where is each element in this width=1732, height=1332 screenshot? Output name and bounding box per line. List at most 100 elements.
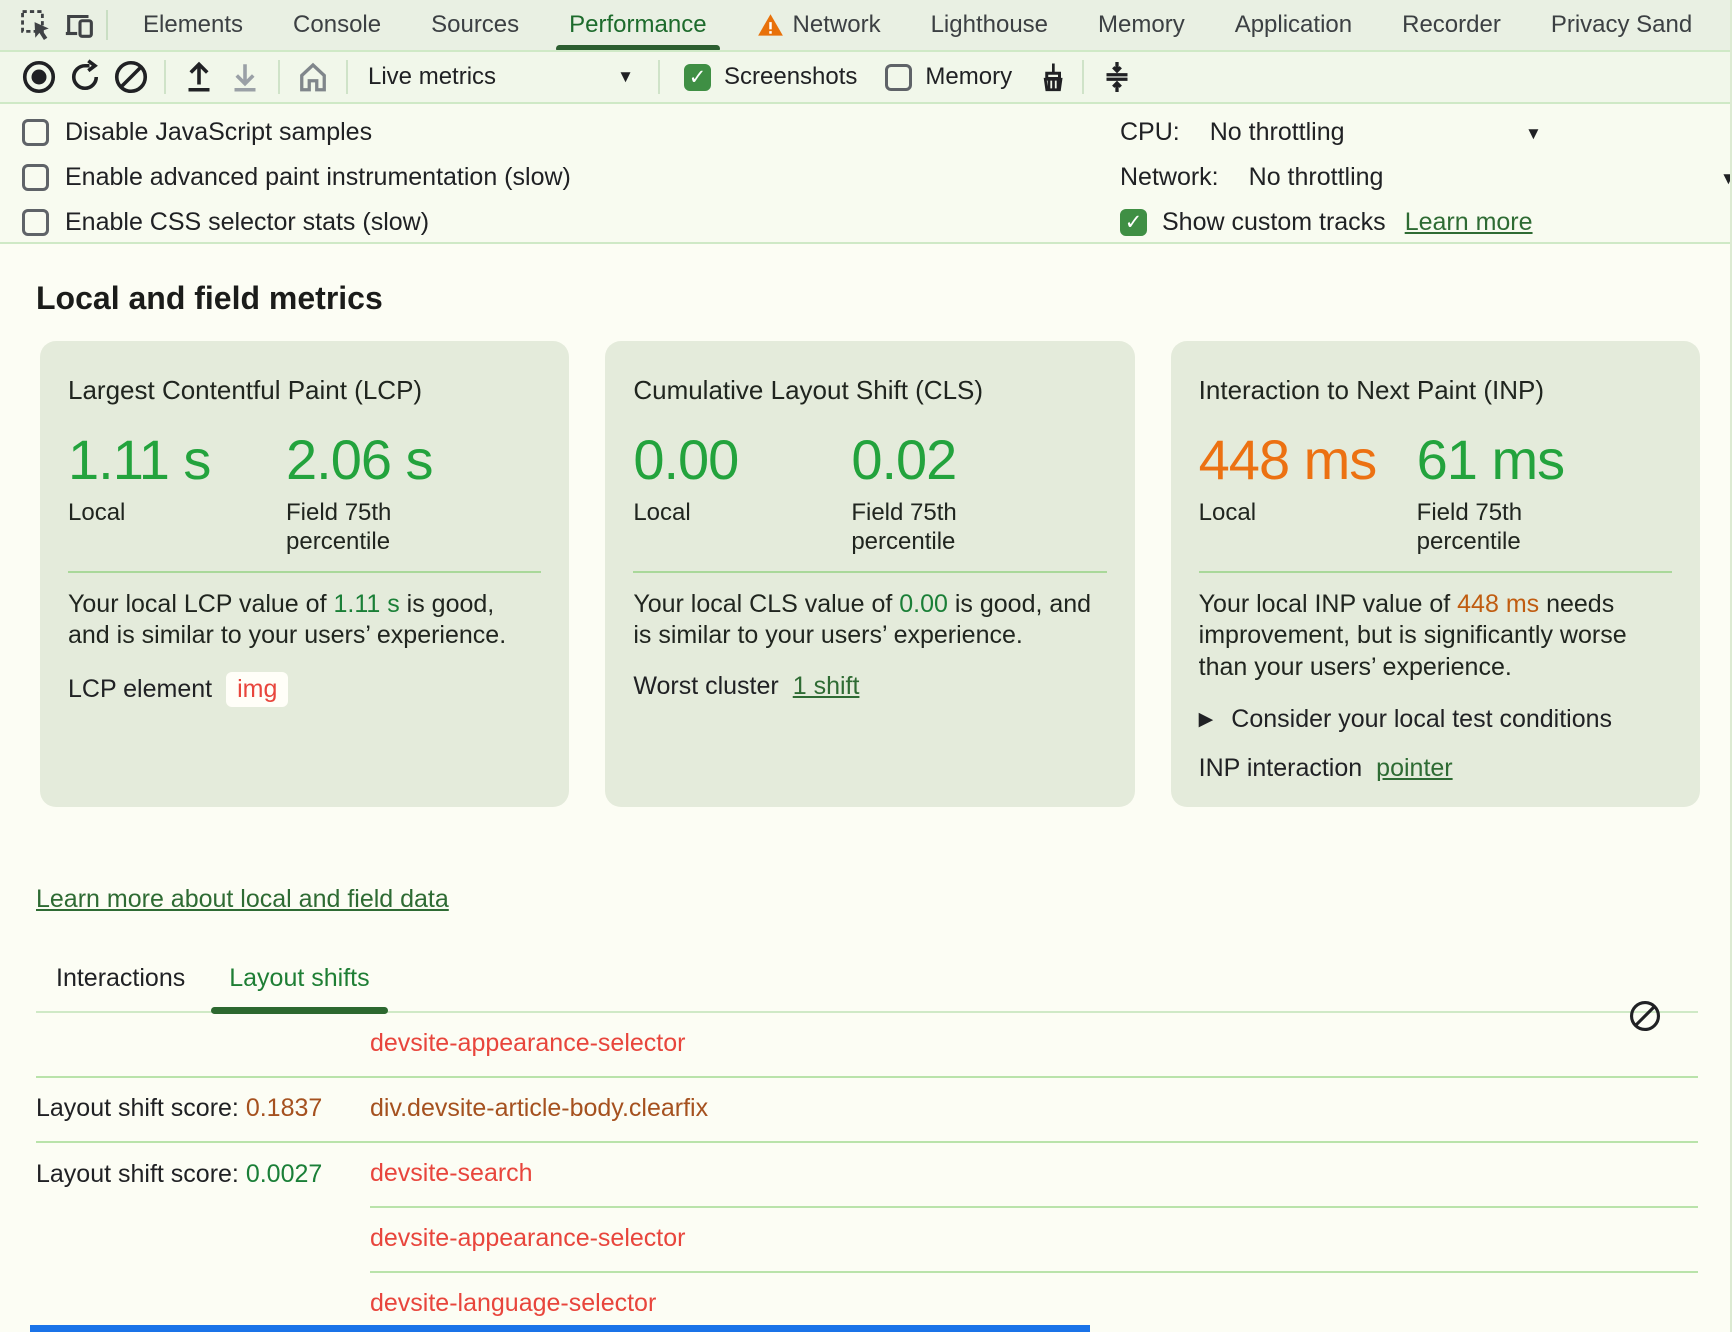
field-data-learn-more-link[interactable]: Learn more about local and field data [36, 885, 449, 914]
layout-shift-row: Layout shift score: 0.0027 devsite-searc… [36, 1143, 1698, 1209]
lcp-field-label: Field 75th percentile [286, 499, 392, 556]
cls-worst-cluster-label: Worst cluster [633, 671, 779, 700]
active-tab-underline [556, 45, 720, 50]
reload-icon [71, 59, 99, 91]
screenshots-checkbox[interactable]: ✓ [684, 63, 711, 91]
shift-element-link[interactable]: devsite-appearance-selector [370, 1224, 686, 1253]
load-profile-button[interactable] [176, 55, 222, 99]
disable-js-samples-row[interactable]: Disable JavaScript samples [0, 110, 1730, 155]
row-element-cell: devsite-search [370, 1143, 1698, 1209]
cls-field-block: 0.02 Field 75th percentile [851, 432, 1069, 557]
row-score-cell: Layout shift score: 0.0027 [36, 1160, 370, 1189]
record-and-reload-button[interactable] [62, 55, 108, 99]
row-element-cell: devsite-appearance-selector [370, 1208, 1698, 1274]
layout-shift-rows: devsite-appearance-selector Layout shift… [36, 1013, 1698, 1332]
network-label: Network: [1120, 163, 1219, 191]
panel-mode-value: Live metrics [368, 63, 497, 90]
clear-icon [114, 60, 148, 94]
shift-element-link[interactable]: devsite-language-selector [370, 1289, 657, 1318]
home-icon [300, 62, 326, 92]
toolbar-separator [1082, 60, 1085, 94]
css-selector-stats-checkbox[interactable] [22, 209, 49, 236]
devtools-tabbar: Elements Console Sources Performance Net… [0, 0, 1730, 52]
memory-checkbox[interactable] [885, 63, 913, 91]
disclosure-triangle-icon: ▶ [1198, 709, 1214, 731]
show-custom-tracks-checkbox[interactable]: ✓ [1120, 209, 1147, 236]
inp-disclosure-label: Consider your local test conditions [1231, 705, 1613, 734]
record-button[interactable] [16, 55, 62, 99]
tab-application[interactable]: Application [1210, 0, 1377, 50]
inp-interaction-link[interactable]: pointer [1376, 754, 1453, 783]
layout-shift-row: devsite-language-selector [36, 1273, 1698, 1332]
upload-icon [188, 61, 210, 92]
performance-toolbar: Live metrics ▼ ✓ Screenshots Memory [0, 52, 1730, 104]
lcp-description: Your local LCP value of 1.11 s is good, … [68, 589, 541, 652]
tab-network[interactable]: Network [732, 0, 906, 50]
cls-card: Cumulative Layout Shift (CLS) 0.00 Local… [605, 341, 1135, 808]
device-toolbar-button[interactable] [58, 5, 102, 45]
tab-performance[interactable]: Performance [544, 0, 731, 50]
lcp-element-chip[interactable]: img [226, 671, 289, 707]
cls-desc-suffix: is good, and is similar to your users’ e… [633, 589, 1092, 650]
cpu-label: CPU: [1120, 118, 1180, 146]
tab-label: Privacy Sand [1550, 11, 1693, 38]
advanced-paint-row[interactable]: Enable advanced paint instrumentation (s… [0, 155, 1730, 200]
chevron-down-icon[interactable]: ▼ [1525, 124, 1542, 143]
card-divider [1198, 570, 1672, 573]
inspect-element-button[interactable] [14, 5, 58, 45]
memory-checkbox-row[interactable]: Memory [885, 63, 1012, 91]
cls-desc-prefix: Your local CLS value of [633, 589, 900, 618]
row-element-cell: devsite-language-selector [370, 1273, 1698, 1332]
chevron-down-icon[interactable]: ▼ [1720, 169, 1730, 189]
tab-label: Sources [431, 11, 520, 38]
shift-element-link[interactable]: devsite-search [370, 1159, 533, 1188]
tab-lighthouse[interactable]: Lighthouse [906, 0, 1073, 50]
garbage-collect-brush-icon [1043, 63, 1063, 92]
tab-layout-shifts[interactable]: Layout shifts [211, 964, 388, 1015]
tab-recorder[interactable]: Recorder [1377, 0, 1526, 50]
throttling-settings: CPU: No throttling ▼ Network: No throttl… [1120, 110, 1730, 245]
css-selector-stats-row[interactable]: Enable CSS selector stats (slow) [0, 200, 1730, 245]
inp-local-block: 448 ms Local [1199, 432, 1417, 557]
toolbar-separator [658, 60, 660, 94]
lcp-desc-prefix: Your local LCP value of [68, 589, 334, 618]
cls-worst-cluster-link[interactable]: 1 shift [792, 671, 860, 700]
log-tabs-divider [36, 1001, 1698, 1032]
gc-button[interactable] [1026, 55, 1072, 99]
tab-sources[interactable]: Sources [406, 0, 544, 50]
inp-local-value: 448 ms [1198, 428, 1378, 491]
inp-interaction-row: INP interaction pointer [1199, 754, 1672, 783]
panel-mode-select[interactable]: Live metrics ▼ [358, 63, 648, 91]
active-log-tab-underline [211, 1007, 388, 1015]
save-profile-button[interactable] [222, 55, 268, 99]
disable-js-samples-checkbox[interactable] [22, 119, 49, 146]
cls-field-value: 0.02 [851, 428, 957, 491]
tab-privacy-sandbox[interactable]: Privacy Sand [1526, 0, 1717, 50]
warning-icon [757, 13, 784, 38]
screenshots-checkbox-row[interactable]: ✓ Screenshots [684, 63, 857, 91]
tab-label: Memory [1098, 11, 1185, 38]
advanced-paint-checkbox[interactable] [22, 164, 49, 191]
inspect-icon [21, 10, 49, 41]
cpu-throttling-select[interactable]: No throttling [1209, 118, 1345, 146]
tab-console[interactable]: Console [268, 0, 406, 50]
cls-worst-cluster-row: Worst cluster 1 shift [633, 672, 1106, 701]
network-throttling-select[interactable]: No throttling [1248, 163, 1384, 191]
chevron-down-icon: ▼ [617, 67, 634, 86]
tabbar-separator [106, 10, 108, 40]
clear-log-button[interactable] [1628, 999, 1662, 1038]
collapse-panel-button[interactable] [1094, 55, 1140, 99]
inp-desc-value: 448 ms [1457, 589, 1540, 618]
clear-button[interactable] [108, 55, 154, 99]
home-button[interactable] [290, 55, 336, 99]
shift-element-link[interactable]: div.devsite-article-body.clearfix [370, 1094, 709, 1123]
shift-element-link[interactable]: devsite-appearance-selector [370, 1029, 686, 1058]
inp-local-conditions-disclosure[interactable]: ▶ Consider your local test conditions [1199, 705, 1672, 734]
tab-memory[interactable]: Memory [1073, 0, 1210, 50]
lcp-card: Largest Contentful Paint (LCP) 1.11 s Lo… [40, 341, 570, 808]
custom-tracks-learn-more-link[interactable]: Learn more [1404, 208, 1533, 236]
tab-elements[interactable]: Elements [118, 0, 268, 50]
tab-interactions[interactable]: Interactions [56, 964, 185, 1011]
score-label: Layout shift score: [36, 1094, 246, 1123]
